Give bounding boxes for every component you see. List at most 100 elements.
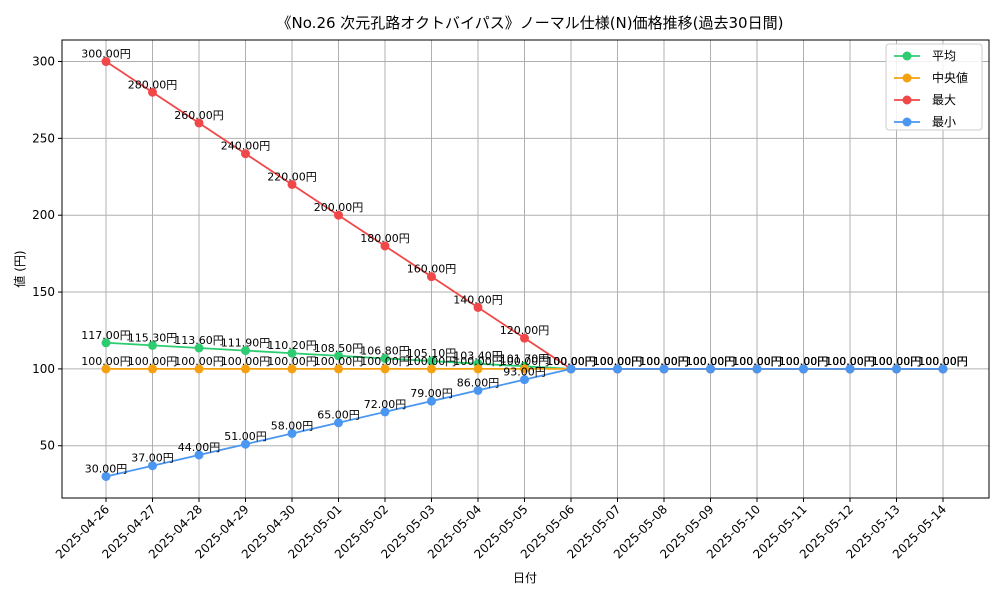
data-label: 100.00円 [732,355,782,368]
data-label: 79.00円 [410,387,453,400]
data-point [473,385,483,395]
data-label: 100.00円 [546,355,596,368]
data-point [845,364,855,374]
data-label: 100.00円 [407,355,457,368]
data-label: 100.00円 [546,355,596,368]
data-label: 105.10円 [407,347,457,360]
y-tick-label: 50 [40,439,55,453]
data-label: 100.00円 [732,355,782,368]
data-point [194,450,204,460]
y-tick-label: 200 [32,208,55,222]
data-point [473,302,483,312]
data-label: 100.00円 [128,355,178,368]
data-point [101,338,111,348]
data-point [520,375,529,385]
data-label: 100.00円 [825,355,875,368]
data-labels: 117.00円115.30円113.60円111.90円110.20円108.5… [81,48,968,476]
y-axis-label: 値 (円) [12,250,27,287]
data-label: 100.00円 [779,355,829,368]
data-label: 100.00円 [686,355,736,368]
data-point [101,57,111,67]
data-label: 100.00円 [825,355,875,368]
data-label: 100.00円 [918,355,968,368]
data-point [520,364,529,374]
data-point [194,343,204,353]
data-label: 44.00円 [178,441,221,454]
data-point [427,396,436,406]
data-label: 93.00円 [503,366,546,379]
data-label: 100.00円 [174,355,224,368]
data-label: 180.00円 [360,232,410,245]
data-label: 100.00円 [500,355,550,368]
data-point [427,364,436,374]
data-label: 100.00円 [593,355,643,368]
data-label: 100.00円 [779,355,829,368]
data-point [194,118,204,128]
data-point [659,364,669,374]
legend-label: 最小 [932,115,956,129]
data-label: 100.00円 [825,355,875,368]
data-point [334,210,343,220]
data-point [334,418,343,428]
data-point [241,364,250,374]
grid [62,40,989,498]
data-point [148,340,157,350]
data-label: 280.00円 [128,78,178,91]
data-label: 100.00円 [918,355,968,368]
legend-marker [902,95,912,105]
data-label: 120.00円 [500,324,550,337]
data-label: 106.80円 [360,344,410,357]
data-label: 86.00円 [457,376,500,389]
plot-frame [61,39,990,499]
data-point [706,364,715,374]
data-label: 113.60円 [174,334,224,347]
data-point [938,364,948,374]
data-label: 200.00円 [314,201,364,214]
data-label: 100.00円 [267,355,317,368]
data-point [241,149,250,159]
data-point [241,346,250,356]
data-label: 220.00円 [267,170,317,183]
chart-title: 《No.26 次元孔路オクトバイパス》ノーマル仕様(N)価格推移(過去30日間) [277,14,784,32]
data-label: 100.00円 [686,355,736,368]
data-point [101,364,111,374]
data-label: 100.00円 [546,355,596,368]
data-point [241,439,250,449]
data-label: 100.00円 [918,355,968,368]
data-point [148,364,157,374]
data-label: 117.00円 [81,329,131,342]
data-label: 108.50円 [314,342,364,355]
data-label: 58.00円 [271,419,314,432]
data-point [334,364,343,374]
legend-marker [902,51,912,61]
x-axis-label: 日付 [513,571,537,585]
data-label: 103.40円 [453,350,503,363]
data-point [148,461,157,471]
data-label: 100.00円 [825,355,875,368]
data-label: 240.00円 [221,140,271,153]
y-tick-label: 300 [32,55,55,69]
data-label: 100.00円 [593,355,643,368]
data-label: 100.00円 [732,355,782,368]
data-point [287,179,297,189]
data-label: 100.00円 [872,355,922,368]
data-label: 140.00円 [453,293,503,306]
data-label: 72.00円 [364,398,407,411]
data-point [101,471,111,481]
data-label: 65.00円 [317,409,360,422]
x-axis-ticks: 2025-04-262025-04-272025-04-282025-04-29… [53,498,949,561]
data-label: 100.00円 [81,355,131,368]
data-point [194,364,204,374]
data-label: 160.00円 [407,263,457,276]
y-tick-label: 150 [32,285,55,299]
data-point [380,353,390,363]
data-label: 100.00円 [639,355,689,368]
data-label: 100.00円 [593,355,643,368]
data-label: 100.00円 [639,355,689,368]
data-label: 100.00円 [546,355,596,368]
data-point [287,364,297,374]
data-label: 100.00円 [314,355,364,368]
data-label: 110.20円 [267,339,317,352]
